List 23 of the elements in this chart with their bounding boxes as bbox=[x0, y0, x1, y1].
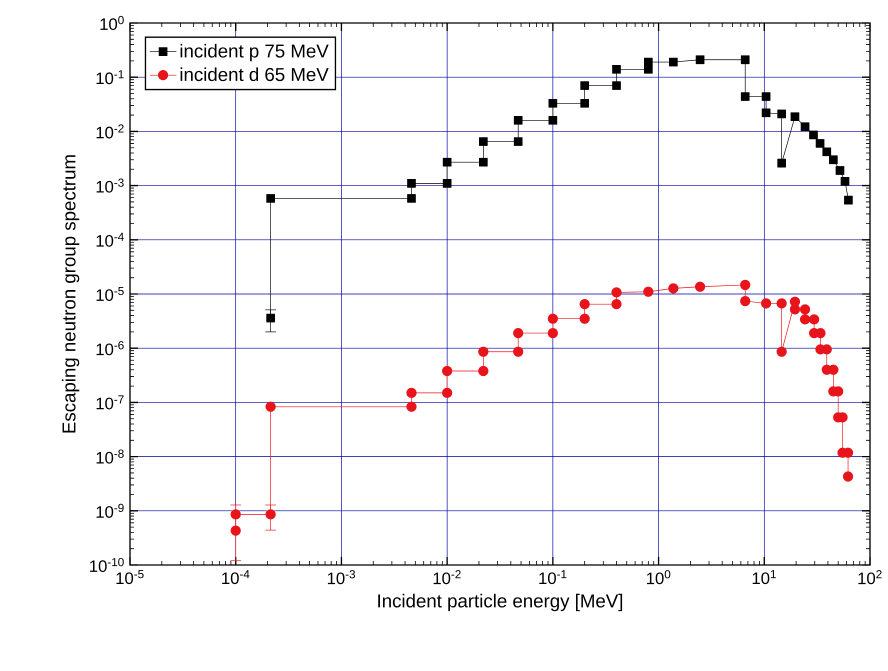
y-tick-label: 10$^{-8}$ bbox=[96, 450, 124, 464]
y-tick-label: 10$^{-7}$ bbox=[96, 395, 124, 410]
y-tick-label: 10$^{0}$ bbox=[100, 16, 124, 30]
x-tick-label: 10$^{-1}$ bbox=[539, 570, 566, 584]
y-tick-label: 10$^{-1}$ bbox=[96, 70, 124, 84]
y-tick-label: 10$^{-9}$ bbox=[96, 504, 124, 518]
x-axis-title: Incident particle energy [MeV] bbox=[378, 594, 622, 612]
y-tick-label: 10$^{-3}$ bbox=[96, 178, 124, 193]
legend-label: incident p 75 MeV bbox=[180, 44, 329, 62]
x-tick-label: 10$^{-2}$ bbox=[434, 570, 461, 584]
y-tick-label: 10$^{-4}$ bbox=[96, 232, 124, 247]
legend-label: incident d 65 MeV bbox=[180, 67, 329, 82]
x-tick-label: 10$^{1}$ bbox=[752, 570, 776, 584]
x-tick-label: 10$^{-4}$ bbox=[222, 570, 250, 584]
y-tick-label: 10$^{-2}$ bbox=[96, 124, 124, 138]
y-tick-label: 10$^{-6}$ bbox=[96, 341, 124, 356]
x-tick-label: 10$^{0}$ bbox=[647, 570, 670, 584]
x-tick-label: 10$^{-5}$ bbox=[116, 570, 144, 584]
y-tick-label: 10$^{-10}$ bbox=[90, 558, 124, 572]
x-tick-label: 10$^{-3}$ bbox=[328, 570, 356, 584]
x-tick-label: 10$^{2}$ bbox=[858, 570, 882, 584]
y-tick-label: 10$^{-5}$ bbox=[96, 287, 124, 302]
y-axis-title: Escaping neutron group spectrum bbox=[62, 155, 80, 433]
